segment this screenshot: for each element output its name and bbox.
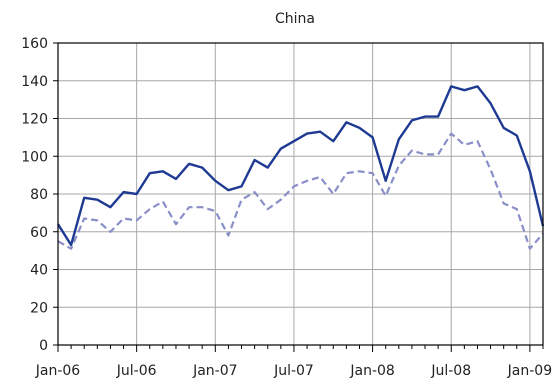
- grid-layer: [58, 42, 543, 345]
- y-tick-label: 120: [21, 112, 48, 128]
- y-tick-label: 40: [30, 263, 48, 279]
- y-tick-label: 20: [30, 300, 48, 316]
- chart-title: China: [275, 11, 315, 27]
- plot-frame: [57, 42, 544, 346]
- series-line-dashed: [57, 132, 544, 250]
- x-tick-label: Jul-08: [430, 363, 471, 379]
- x-tick-label: Jan-06: [35, 363, 81, 379]
- x-tick-label: Jul-07: [273, 363, 314, 379]
- series-layer: [56, 85, 545, 250]
- tick-label-layer: 0 20 40 60 80 100 120 140 160 Jan-06 Jul-06 Jan-07 J…: [21, 36, 552, 379]
- x-tick-label: Jan-08: [349, 363, 394, 379]
- x-tick-label: Jan-07: [192, 363, 237, 379]
- y-tick-label: 140: [21, 74, 48, 90]
- y-tick-label: 0: [39, 338, 48, 354]
- y-tick-label: 80: [30, 187, 48, 203]
- y-tick-label: 160: [21, 36, 48, 52]
- y-tick-label: 100: [21, 149, 48, 165]
- axis-layer: [53, 42, 544, 352]
- y-tick-label: 60: [30, 225, 48, 241]
- x-tick-label: Jan-09: [507, 363, 552, 379]
- x-tick-label: Jul-06: [116, 363, 157, 379]
- series-line-solid: [56, 85, 545, 247]
